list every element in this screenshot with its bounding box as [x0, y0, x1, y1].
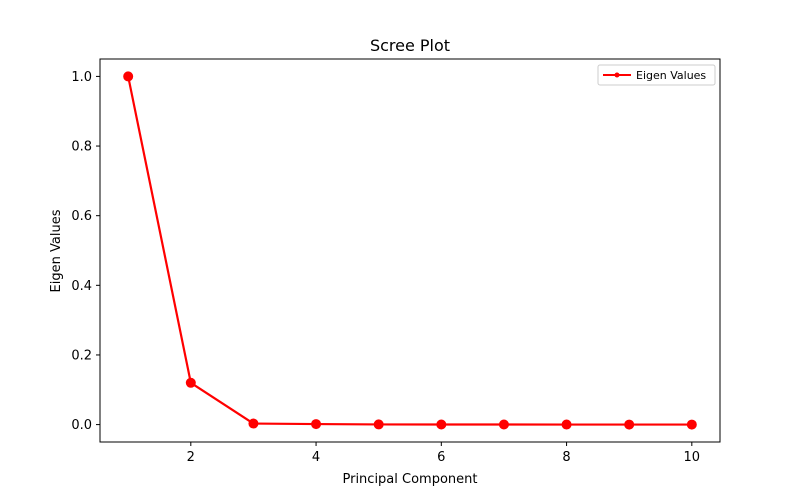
x-tick-label: 2 [187, 450, 195, 465]
y-tick-label: 0.0 [71, 418, 92, 433]
data-point [686, 419, 697, 430]
data-point [498, 419, 509, 430]
series-layer [123, 71, 697, 430]
plot-area-frame [99, 58, 721, 443]
y-axis-label: Eigen Values [49, 209, 64, 292]
data-point [185, 377, 196, 388]
y-tick-label: 1.0 [71, 70, 92, 85]
legend-label: Eigen Values [636, 69, 706, 82]
data-point [436, 419, 447, 430]
y-tick-label: 0.6 [71, 209, 92, 224]
legend-marker [614, 72, 620, 78]
data-point [624, 419, 635, 430]
legend: Eigen Values [597, 64, 716, 86]
x-tick-label: 6 [437, 450, 445, 465]
series-line [127, 76, 692, 426]
data-point [561, 419, 572, 430]
x-tick-label: 10 [684, 450, 701, 465]
y-tick-label: 0.2 [71, 348, 92, 363]
x-tick-label: 4 [312, 450, 320, 465]
chart-title: Scree Plot [370, 36, 450, 55]
x-tick-label: 8 [562, 450, 570, 465]
x-axis-label: Principal Component [342, 472, 477, 487]
data-point [123, 71, 134, 82]
legend-box [597, 64, 716, 86]
y-tick-label: 0.4 [71, 279, 92, 294]
y-tick-label: 0.8 [71, 140, 92, 155]
data-point [373, 419, 384, 430]
data-point [248, 418, 259, 429]
data-point [311, 419, 322, 430]
ticks-layer: 2 4 6 8 10 0.0 0.2 0.4 0.6 0.8 1.0 [71, 70, 700, 465]
